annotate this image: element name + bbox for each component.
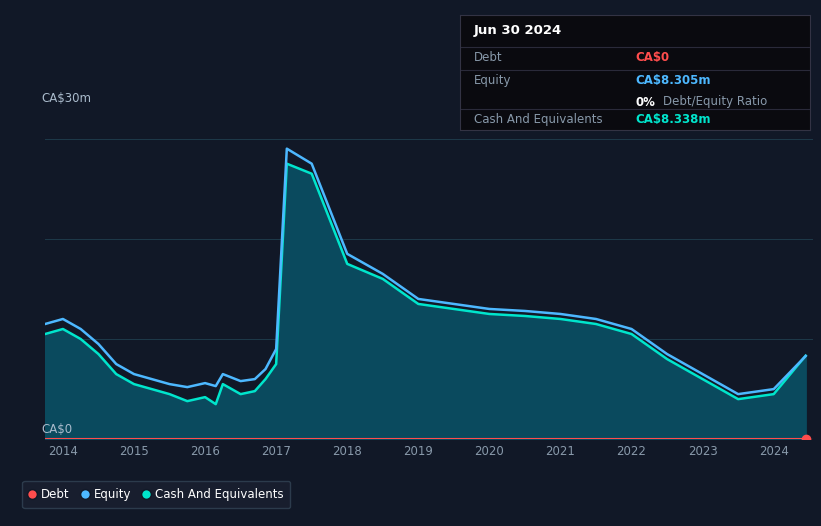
Text: CA$0: CA$0 bbox=[635, 50, 669, 64]
Text: CA$8.305m: CA$8.305m bbox=[635, 74, 710, 87]
Text: Cash And Equivalents: Cash And Equivalents bbox=[474, 113, 603, 126]
Text: Debt/Equity Ratio: Debt/Equity Ratio bbox=[663, 96, 768, 108]
Text: Debt: Debt bbox=[474, 50, 502, 64]
Text: Equity: Equity bbox=[474, 74, 511, 87]
Text: CA$0: CA$0 bbox=[41, 423, 72, 436]
Text: 0%: 0% bbox=[635, 96, 655, 108]
Text: Jun 30 2024: Jun 30 2024 bbox=[474, 24, 562, 37]
Legend: Debt, Equity, Cash And Equivalents: Debt, Equity, Cash And Equivalents bbox=[22, 481, 291, 508]
Text: CA$30m: CA$30m bbox=[41, 92, 91, 105]
Text: CA$8.338m: CA$8.338m bbox=[635, 113, 710, 126]
